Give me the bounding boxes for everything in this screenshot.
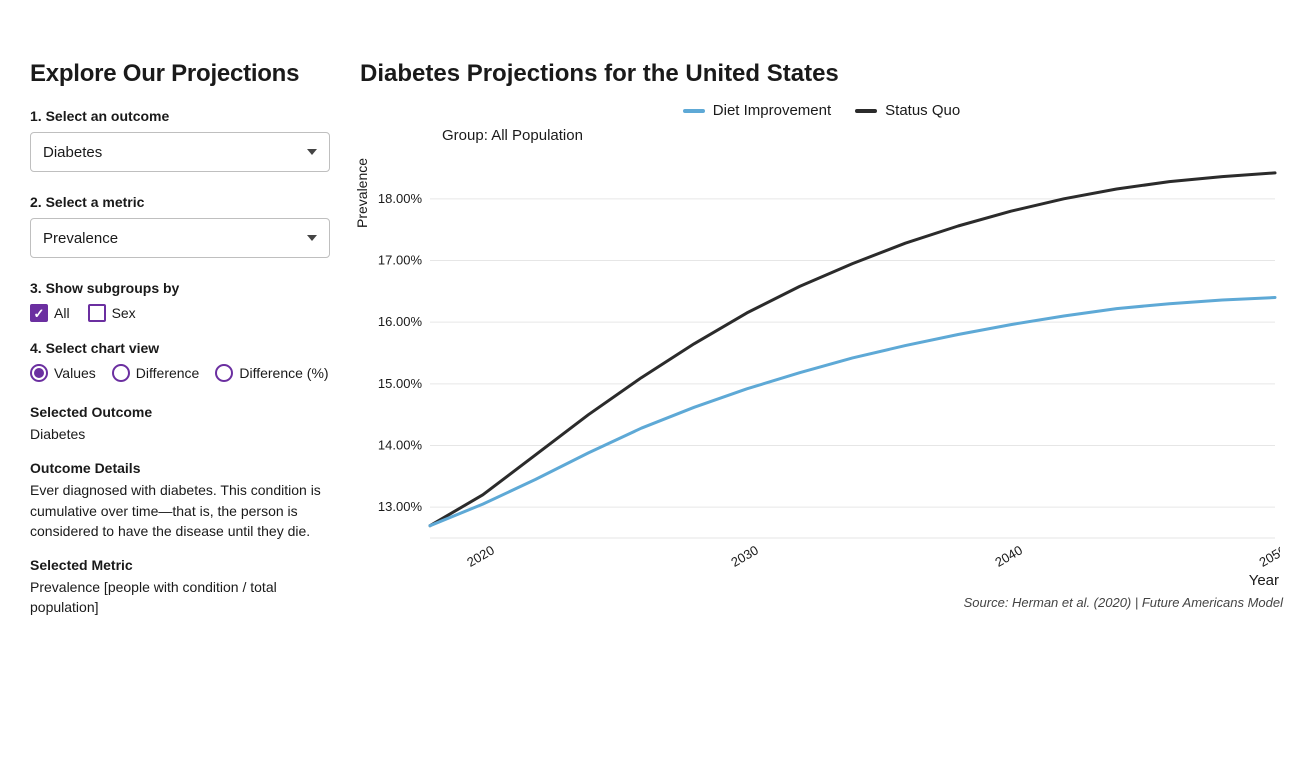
svg-text:2020: 2020 — [464, 542, 497, 568]
outcome-details-label: Outcome Details — [30, 460, 330, 476]
chart-view-radio[interactable]: Values — [30, 364, 96, 382]
step2-label: 2. Select a metric — [30, 194, 330, 210]
x-axis-title: Year — [360, 572, 1283, 589]
main: Diabetes Projections for the United Stat… — [360, 60, 1283, 634]
line-chart: 13.00% 14.00% 15.00% 16.00% 17.00% 18.00% 2020… — [360, 148, 1280, 568]
chart-source: Source: Herman et al. (2020) | Future Am… — [360, 595, 1283, 610]
checkbox-icon — [88, 304, 106, 322]
y-axis-title: Prevalence — [354, 158, 370, 228]
chart-view-radio[interactable]: Difference (%) — [215, 364, 328, 382]
selected-metric-label: Selected Metric — [30, 557, 330, 573]
outcome-select[interactable]: Diabetes — [30, 132, 330, 172]
svg-text:2050: 2050 — [1256, 542, 1280, 568]
legend-swatch — [683, 109, 705, 113]
chart-legend: Diet Improvement Status Quo — [360, 102, 1283, 119]
selected-outcome-value: Diabetes — [30, 424, 330, 444]
sidebar-title: Explore Our Projections — [30, 60, 330, 88]
svg-text:18.00%: 18.00% — [378, 191, 423, 206]
svg-text:17.00%: 17.00% — [378, 253, 423, 268]
checkbox-label: Sex — [112, 305, 136, 321]
legend-swatch — [855, 109, 877, 113]
chart-view-radio[interactable]: Difference — [112, 364, 200, 382]
subgroup-checkbox[interactable]: All — [30, 304, 70, 322]
svg-text:2030: 2030 — [728, 542, 761, 568]
outcome-details-text: Ever diagnosed with diabetes. This condi… — [30, 480, 330, 541]
legend-label: Diet Improvement — [713, 102, 831, 119]
step1-label: 1. Select an outcome — [30, 108, 330, 124]
chevron-down-icon — [307, 235, 317, 241]
step4-label: 4. Select chart view — [30, 340, 330, 356]
radio-label: Difference (%) — [239, 365, 328, 381]
legend-label: Status Quo — [885, 102, 960, 119]
checkbox-icon — [30, 304, 48, 322]
chart-area: Prevalence 13.00%14.00%15.00%16.00%17.00… — [360, 148, 1283, 610]
radio-icon — [30, 364, 48, 382]
metric-select-value: Prevalence — [43, 230, 118, 247]
radio-icon — [215, 364, 233, 382]
svg-text:15.00%: 15.00% — [378, 376, 423, 391]
subgroup-checkboxes: All Sex — [30, 304, 330, 322]
legend-item: Diet Improvement — [683, 102, 831, 119]
outcome-select-value: Diabetes — [43, 144, 102, 161]
svg-text:13.00%: 13.00% — [378, 499, 423, 514]
chart-group-label: Group: All Population — [442, 127, 1283, 144]
radio-label: Difference — [136, 365, 200, 381]
selected-metric-text: Prevalence [people with condition / tota… — [30, 577, 330, 618]
chart-title: Diabetes Projections for the United Stat… — [360, 60, 1283, 88]
chart-view-radios: Values Difference Difference (%) — [30, 364, 330, 382]
svg-text:2040: 2040 — [992, 542, 1025, 568]
step3-label: 3. Show subgroups by — [30, 280, 330, 296]
sidebar: Explore Our Projections 1. Select an out… — [30, 60, 330, 634]
chevron-down-icon — [307, 149, 317, 155]
subgroup-checkbox[interactable]: Sex — [88, 304, 136, 322]
legend-item: Status Quo — [855, 102, 960, 119]
radio-label: Values — [54, 365, 96, 381]
svg-text:16.00%: 16.00% — [378, 314, 423, 329]
metric-select[interactable]: Prevalence — [30, 218, 330, 258]
svg-text:14.00%: 14.00% — [378, 438, 423, 453]
selected-outcome-label: Selected Outcome — [30, 404, 330, 420]
radio-icon — [112, 364, 130, 382]
checkbox-label: All — [54, 305, 70, 321]
